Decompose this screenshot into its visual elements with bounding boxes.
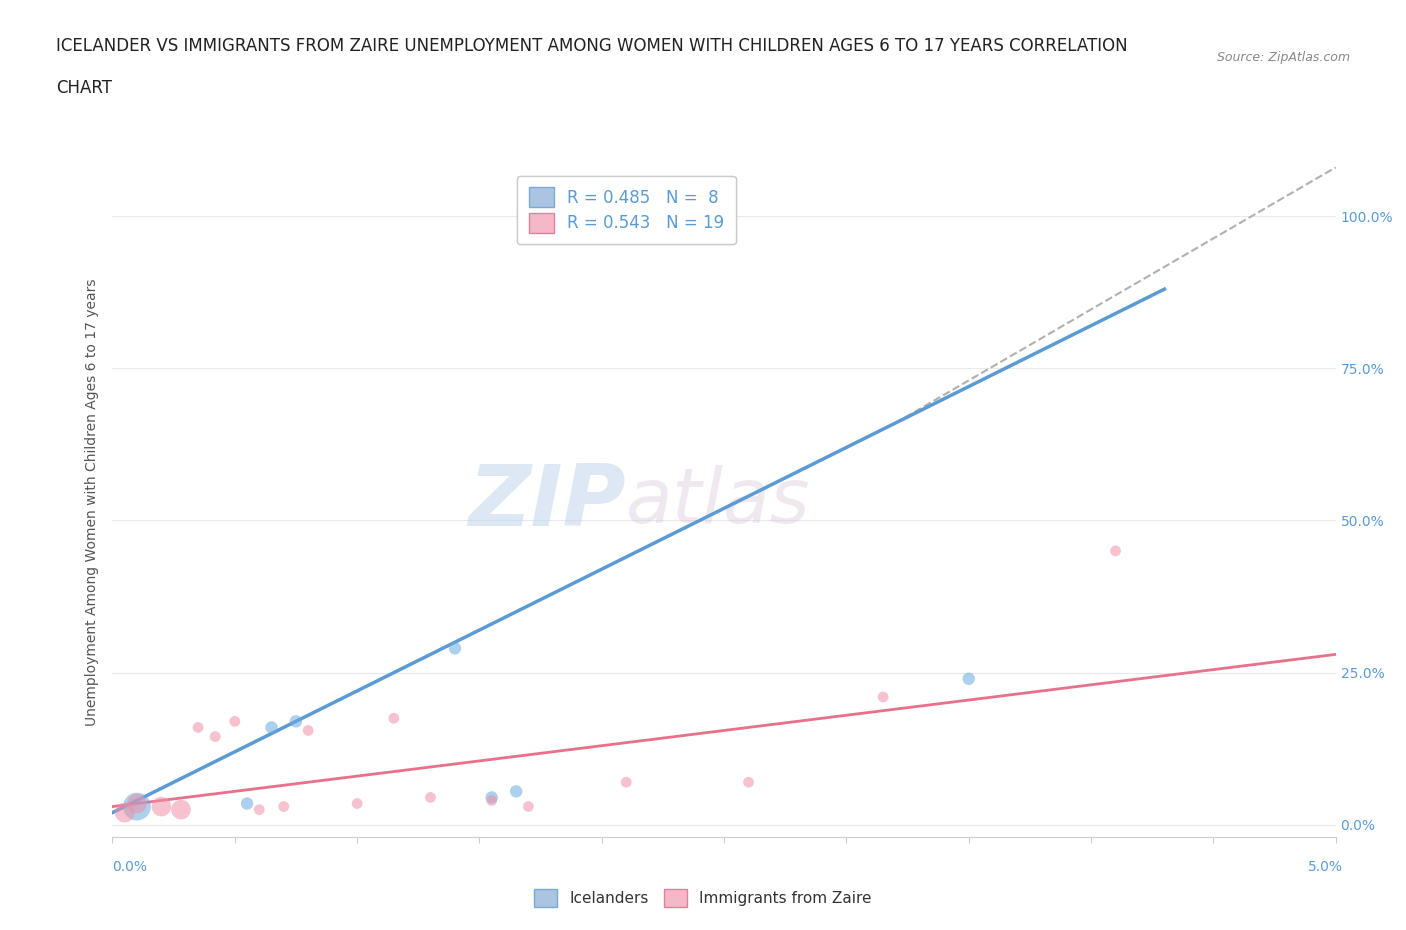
Point <box>187 720 209 735</box>
Point <box>297 723 319 737</box>
Point <box>517 799 540 814</box>
Y-axis label: Unemployment Among Women with Children Ages 6 to 17 years: Unemployment Among Women with Children A… <box>86 278 100 726</box>
Point <box>346 796 368 811</box>
Text: ICELANDER VS IMMIGRANTS FROM ZAIRE UNEMPLOYMENT AMONG WOMEN WITH CHILDREN AGES 6: ICELANDER VS IMMIGRANTS FROM ZAIRE UNEMP… <box>56 37 1128 55</box>
Point <box>872 689 894 704</box>
Point <box>247 803 270 817</box>
Point <box>170 803 193 817</box>
Point <box>382 711 405 725</box>
Text: ZIP: ZIP <box>468 460 626 544</box>
Text: CHART: CHART <box>56 79 112 97</box>
Point <box>284 714 308 729</box>
Point <box>1104 543 1126 558</box>
Point <box>273 799 295 814</box>
Text: 0.0%: 0.0% <box>112 860 148 874</box>
Point <box>125 799 148 814</box>
Point <box>957 671 980 686</box>
Point <box>505 784 527 799</box>
Point <box>125 796 148 811</box>
Legend: Icelanders, Immigrants from Zaire: Icelanders, Immigrants from Zaire <box>529 884 877 913</box>
Point <box>150 799 173 814</box>
Point <box>419 790 441 804</box>
Point <box>224 714 246 729</box>
Point <box>260 720 283 735</box>
Point <box>614 775 637 790</box>
Text: Source: ZipAtlas.com: Source: ZipAtlas.com <box>1216 51 1350 64</box>
Point <box>204 729 226 744</box>
Point <box>481 790 503 804</box>
Point <box>444 641 467 656</box>
Point <box>737 775 759 790</box>
Point <box>236 796 259 811</box>
Legend: R = 0.485   N =  8, R = 0.543   N = 19: R = 0.485 N = 8, R = 0.543 N = 19 <box>517 176 735 245</box>
Point <box>114 805 136 820</box>
Text: 5.0%: 5.0% <box>1308 860 1343 874</box>
Point <box>481 793 503 808</box>
Text: atlas: atlas <box>626 465 811 539</box>
